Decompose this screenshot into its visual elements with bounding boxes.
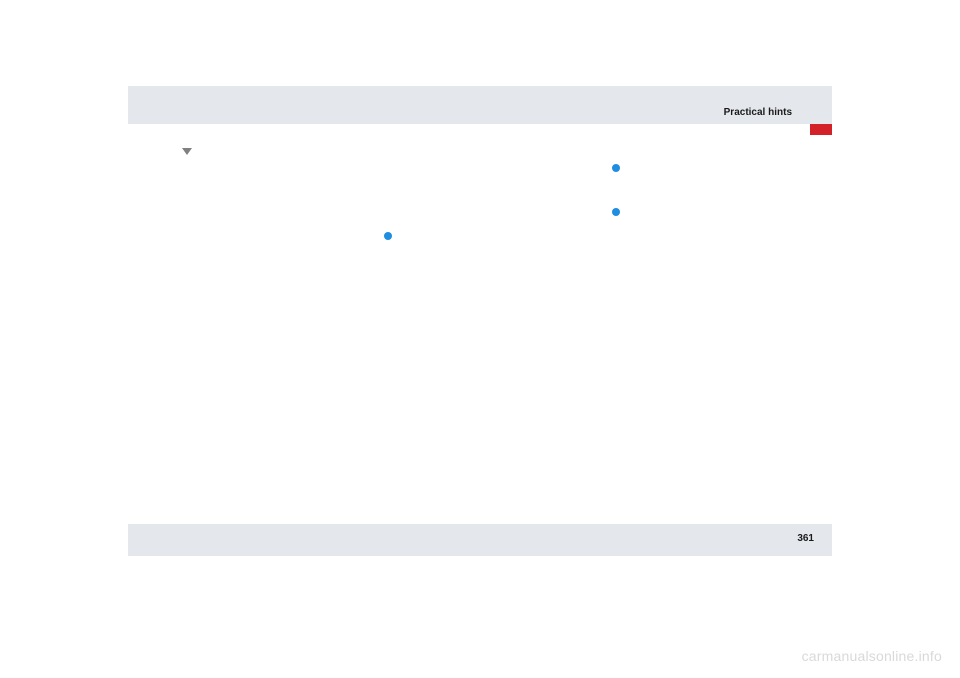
header-bar: Practical hints xyxy=(128,86,832,124)
content-area xyxy=(128,124,832,504)
bullet-icon xyxy=(612,164,620,172)
page-number: 361 xyxy=(797,533,814,544)
triangle-marker-icon xyxy=(182,148,192,155)
watermark-text: carmanualsonline.info xyxy=(802,648,942,664)
manual-page: Practical hints 361 xyxy=(128,86,832,556)
footer-bar: 361 xyxy=(128,524,832,556)
bullet-icon xyxy=(612,208,620,216)
bullet-icon xyxy=(384,232,392,240)
section-title: Practical hints xyxy=(724,107,792,118)
